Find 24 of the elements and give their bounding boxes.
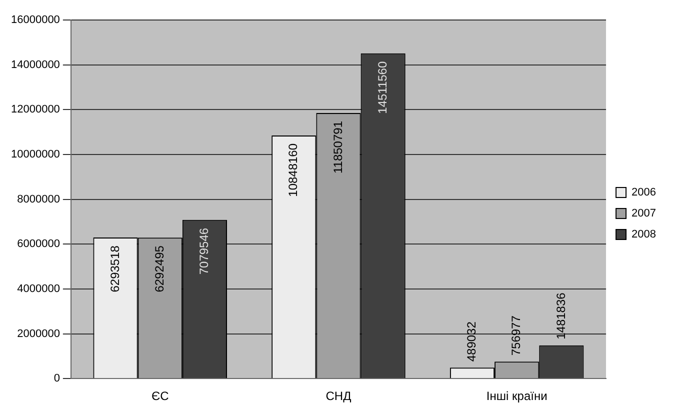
y-tick-label: 8000000 — [17, 193, 60, 206]
y-tick-label: 0 — [54, 372, 60, 385]
data-label: 489032 — [464, 321, 479, 362]
y-tick-label: 14000000 — [10, 58, 60, 71]
data-label: 10848160 — [286, 143, 300, 197]
y-tick-label: 12000000 — [10, 104, 60, 116]
data-label: 14511560 — [375, 61, 390, 114]
legend-label: 2008 — [632, 228, 656, 241]
legend-label: 2007 — [632, 208, 656, 220]
data-label: 756977 — [509, 315, 524, 356]
x-tick-label: СНД — [326, 389, 352, 404]
data-label: 6293518 — [108, 245, 122, 292]
x-tick-label: Інші країни — [486, 389, 548, 404]
y-tick-label: 6000000 — [17, 238, 60, 250]
y-tick-label: 4000000 — [17, 282, 60, 295]
x-tick-label: ЄС — [151, 389, 170, 404]
y-tick-label: 2000000 — [17, 328, 60, 340]
data-label: 6292495 — [152, 245, 166, 292]
legend-label: 2006 — [632, 186, 656, 199]
y-tick-label: 10000000 — [10, 148, 60, 161]
y-tick-label: 16000000 — [10, 14, 60, 26]
data-label: 1481836 — [554, 292, 568, 340]
data-label: 7079546 — [197, 228, 212, 275]
data-label: 11850791 — [330, 120, 345, 174]
